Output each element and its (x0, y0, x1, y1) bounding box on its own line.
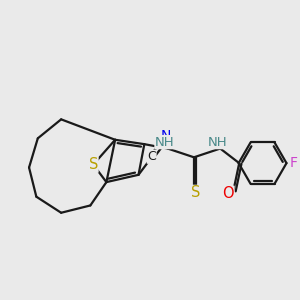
Text: N: N (160, 129, 170, 143)
Text: O: O (222, 186, 234, 201)
Text: S: S (88, 157, 98, 172)
Text: NH: NH (155, 136, 175, 148)
Text: C: C (147, 150, 156, 163)
Text: S: S (191, 185, 200, 200)
Text: F: F (290, 156, 298, 170)
Text: NH: NH (208, 136, 227, 148)
